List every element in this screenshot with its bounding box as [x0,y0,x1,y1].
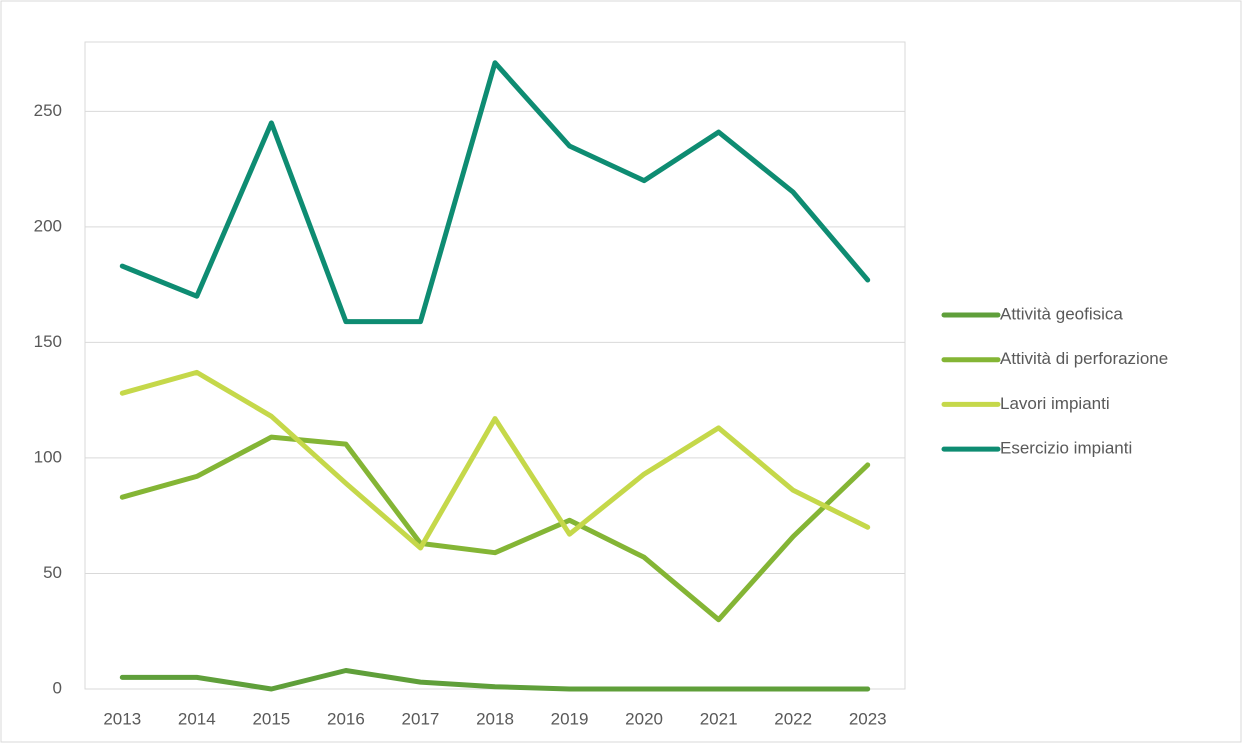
series-line [119,60,871,325]
x-tick-label: 2013 [103,709,141,728]
x-tick-label: 2020 [625,709,663,728]
y-tick-label: 250 [34,101,62,120]
x-tick-label: 2018 [476,709,514,728]
series-line [119,434,871,623]
series-line [119,369,871,551]
x-tick-label: 2022 [774,709,812,728]
y-tick-label: 50 [43,563,62,582]
series-line [119,668,871,692]
y-tick-label: 0 [53,678,62,697]
x-tick-label: 2017 [402,709,440,728]
x-tick-label: 2019 [551,709,589,728]
legend-label: Attività di perforazione [1000,349,1168,368]
x-tick-label: 2014 [178,709,216,728]
y-tick-label: 100 [34,447,62,466]
y-tick-label: 150 [34,332,62,351]
legend-label: Attività geofisica [1000,304,1123,323]
x-tick-label: 2015 [252,709,290,728]
y-tick-label: 200 [34,216,62,235]
x-tick-label: 2021 [700,709,738,728]
x-tick-label: 2016 [327,709,365,728]
legend-label: Esercizio impianti [1000,439,1132,458]
legend-label: Lavori impianti [1000,394,1110,413]
x-tick-label: 2023 [849,709,887,728]
